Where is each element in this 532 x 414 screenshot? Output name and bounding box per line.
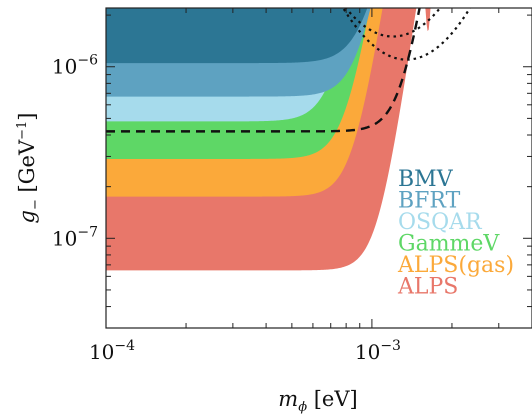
tick-labels: 10−4 10−3 10−7 10−6 [52, 53, 401, 364]
legend-item-bmv: BMV [398, 167, 454, 192]
plot-frame [105, 7, 532, 329]
legend-item-alps: ALPS [397, 275, 458, 300]
legend-item-gammev: GammeV [398, 232, 500, 257]
region-bmv [106, 8, 532, 64]
legend-item-alps-gas-: ALPS(gas) [397, 253, 514, 278]
x-tick-label: 10−4 [89, 338, 135, 364]
x-axis-title: mϕ [eV] [278, 387, 357, 414]
y-axis-title: g− [GeV−1] [15, 113, 43, 224]
legend-item-bfrt: BFRT [398, 189, 461, 214]
y-tick-label: 10−6 [52, 53, 98, 79]
dashed-projection-curve [106, 8, 421, 133]
y-tick-label: 10−7 [52, 224, 98, 250]
legend-item-osqar: OSQAR [398, 210, 483, 235]
x-tick-label: 10−3 [355, 338, 401, 364]
exclusion-regions [106, 8, 532, 271]
axis-ticks [105, 8, 532, 329]
projection-curves [106, 8, 472, 133]
